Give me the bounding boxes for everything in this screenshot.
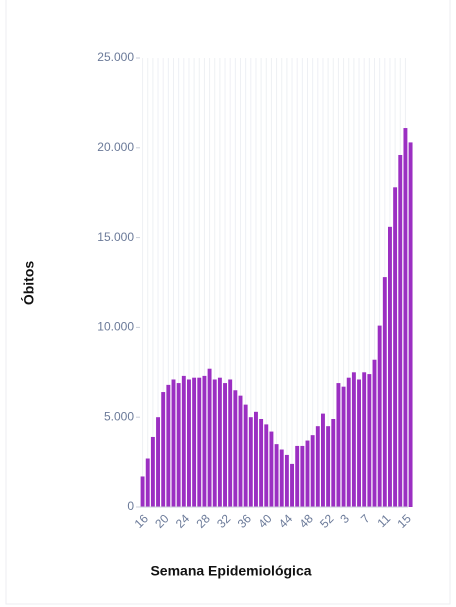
bar bbox=[310, 435, 315, 507]
bar bbox=[228, 379, 233, 507]
bar bbox=[156, 417, 160, 507]
bar bbox=[238, 395, 243, 507]
bar bbox=[362, 372, 367, 507]
bar bbox=[305, 440, 310, 507]
bar bbox=[367, 374, 372, 507]
bar bbox=[279, 449, 284, 507]
bar bbox=[145, 458, 150, 507]
bar bbox=[315, 426, 320, 507]
y-tick-label: 25.000 bbox=[97, 50, 134, 64]
bar bbox=[248, 417, 253, 507]
bar bbox=[254, 411, 258, 507]
y-tick-label: 15.000 bbox=[97, 230, 134, 244]
bar bbox=[192, 377, 197, 507]
y-axis-title: Óbitos bbox=[20, 261, 37, 306]
bar bbox=[321, 413, 325, 507]
y-tick-label: 10.000 bbox=[97, 320, 134, 334]
bar bbox=[326, 426, 331, 507]
bar bbox=[161, 392, 166, 507]
bar bbox=[336, 383, 341, 507]
bar bbox=[187, 379, 191, 507]
y-tick-label: 20.000 bbox=[97, 140, 134, 154]
x-axis-title: Semana Epidemiológica bbox=[150, 563, 311, 579]
bar bbox=[264, 424, 269, 507]
bar bbox=[166, 384, 171, 507]
bar bbox=[300, 445, 305, 507]
bar bbox=[274, 444, 279, 507]
bar bbox=[408, 142, 413, 508]
y-tick-label: 5.000 bbox=[104, 409, 134, 423]
bar bbox=[331, 418, 336, 507]
bar bbox=[140, 476, 145, 507]
bar bbox=[207, 368, 212, 507]
bar bbox=[202, 375, 207, 507]
bar bbox=[341, 386, 346, 507]
bar bbox=[377, 325, 382, 507]
bar bbox=[197, 377, 202, 507]
bar bbox=[233, 390, 238, 507]
bar bbox=[171, 379, 176, 507]
bar bbox=[181, 375, 186, 507]
bar bbox=[212, 379, 217, 507]
bar bbox=[351, 372, 356, 507]
bar bbox=[176, 383, 181, 507]
bar bbox=[284, 454, 289, 507]
bar bbox=[150, 436, 155, 507]
bar bbox=[393, 187, 398, 507]
y-tick-label: 0 bbox=[127, 499, 134, 513]
bar bbox=[223, 383, 227, 507]
bar bbox=[357, 379, 361, 507]
bar bbox=[259, 418, 264, 507]
bar bbox=[382, 277, 387, 507]
bar bbox=[290, 463, 294, 507]
bar bbox=[243, 404, 248, 507]
bar bbox=[295, 445, 300, 507]
bar bbox=[269, 431, 274, 507]
bar bbox=[217, 377, 222, 507]
bar bbox=[398, 154, 403, 507]
bar bbox=[388, 226, 392, 507]
bar bbox=[372, 359, 377, 507]
bar bbox=[346, 377, 351, 507]
bar bbox=[403, 128, 408, 507]
